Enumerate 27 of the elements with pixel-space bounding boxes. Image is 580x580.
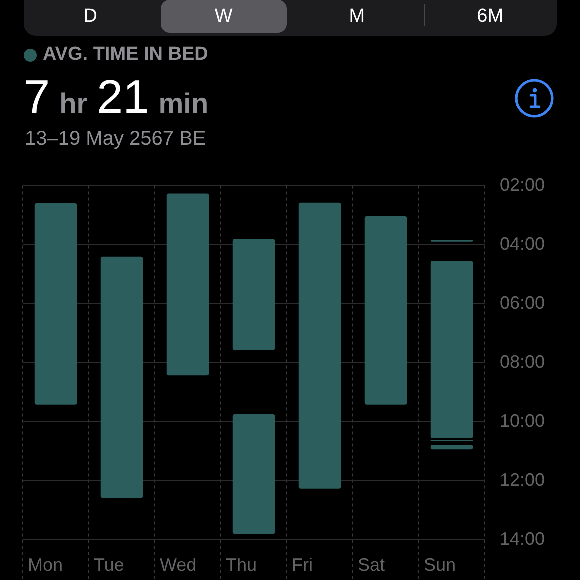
bar (232, 239, 276, 350)
y-tick-label: 14:00 (500, 528, 546, 549)
bar (430, 444, 474, 450)
x-tick-label: Wed (160, 554, 197, 575)
x-tick-label: Tue (94, 554, 124, 575)
y-tick-label: 10:00 (500, 410, 546, 431)
y-tick-label: 12:00 (500, 470, 546, 490)
x-tick-label: Fri (292, 554, 313, 575)
text: 7 hr 21 min (24, 70, 209, 123)
bar (232, 414, 276, 534)
chart-title: AVG. TIME IN BED (43, 44, 208, 66)
bar (166, 194, 210, 376)
bar (100, 256, 144, 498)
x-tick-label: Mon (28, 554, 64, 575)
x-tick-label: Sun (424, 554, 456, 575)
x-tick-label: Sat (358, 554, 386, 575)
bar (34, 204, 78, 405)
bar (364, 216, 408, 405)
bar (298, 202, 342, 489)
y-tick-label: 08:00 (500, 352, 546, 372)
y-tick-label: 06:00 (500, 292, 546, 313)
y-tick-label: 02:00 (500, 174, 546, 195)
chart-subtitle: 13–19 May 2567 BE (25, 127, 206, 151)
x-tick-label: Thu (226, 554, 258, 575)
segmented-control: D W M 6M (24, 0, 557, 36)
y-tick-label: 04:00 (500, 234, 546, 254)
bar (430, 261, 474, 438)
